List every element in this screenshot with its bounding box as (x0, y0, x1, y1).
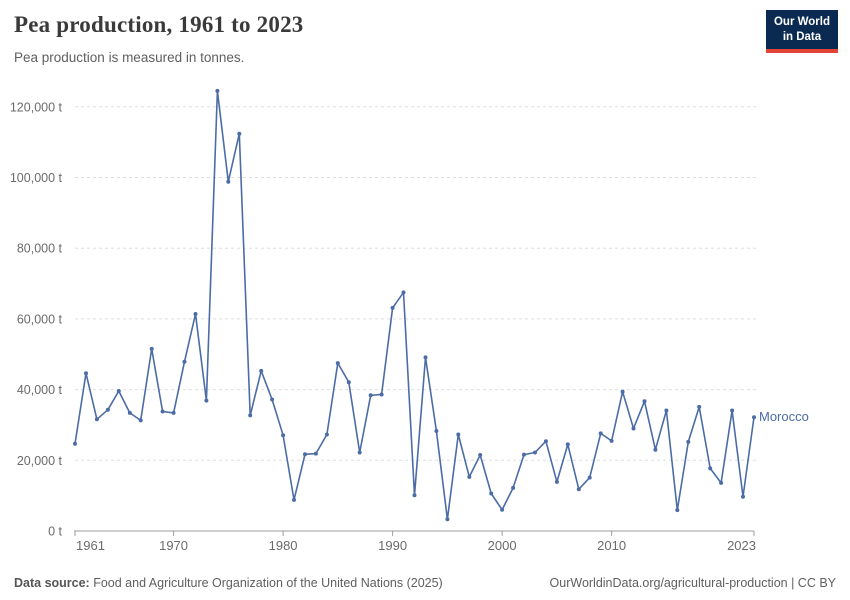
owid-url-link[interactable]: OurWorldinData.org/agricultural-producti… (549, 576, 836, 590)
data-source: Data source: Food and Agriculture Organi… (14, 576, 443, 590)
x-axis-tick-label: 1961 (76, 538, 105, 553)
data-point (631, 426, 636, 431)
data-point (73, 441, 77, 446)
data-point (478, 453, 483, 457)
data-point (313, 451, 318, 456)
data-point (292, 497, 296, 502)
data-point (730, 408, 735, 413)
x-axis-tick-label: 2000 (488, 538, 517, 553)
data-point (467, 474, 472, 479)
data-point (642, 399, 647, 404)
data-point (598, 431, 603, 436)
owid-logo[interactable]: Our World in Data (765, 10, 838, 53)
data-point (609, 438, 614, 443)
data-point (565, 442, 570, 447)
data-point (587, 475, 592, 480)
chart-footer: Data source: Food and Agriculture Organi… (14, 576, 836, 590)
data-point (281, 433, 286, 438)
data-point (127, 410, 132, 415)
data-point (215, 88, 220, 93)
data-point (500, 507, 505, 512)
data-point (653, 447, 658, 452)
data-point (204, 398, 209, 403)
data-point (401, 290, 406, 295)
data-point (390, 305, 395, 310)
page-title: Pea production, 1961 to 2023 (14, 12, 304, 37)
series-label-morocco[interactable]: Morocco (759, 409, 809, 424)
data-point (303, 452, 307, 457)
chart-subtitle: Pea production is measured in tonnes. (14, 50, 245, 65)
data-point (160, 409, 165, 414)
data-point (522, 452, 526, 457)
y-axis-tick-label: 60,000 t (17, 312, 63, 326)
data-point (752, 415, 756, 420)
data-point (226, 179, 231, 184)
owid-logo-line1: Our World (773, 16, 830, 28)
data-point (543, 439, 548, 444)
data-point (434, 429, 439, 433)
data-point (346, 380, 351, 385)
data-point (335, 361, 340, 366)
x-axis-tick-label: 2010 (597, 538, 626, 553)
data-point (94, 417, 99, 422)
data-point (697, 404, 702, 409)
data-point (576, 487, 581, 492)
y-axis-tick-label: 40,000 t (17, 383, 63, 397)
data-point (193, 312, 198, 316)
data-point (324, 432, 329, 437)
data-point (149, 346, 154, 351)
y-axis-tick-label: 100,000 t (10, 171, 63, 185)
data-source-label: Data source: (14, 576, 90, 590)
x-axis-tick-label: 1990 (378, 538, 407, 553)
data-point (237, 131, 242, 136)
data-point (554, 479, 559, 484)
data-point (138, 418, 143, 423)
owid-logo-line2: in Data (782, 30, 822, 43)
data-point (270, 397, 275, 402)
x-axis-tick-label: 2023 (727, 538, 756, 553)
data-point (423, 355, 428, 360)
y-axis-tick-label: 80,000 t (17, 242, 63, 256)
data-point (708, 466, 713, 471)
data-point (719, 480, 724, 485)
y-axis-tick-label: 0 t (48, 525, 62, 539)
data-point (248, 413, 253, 418)
data-point (620, 389, 625, 394)
data-point (116, 389, 121, 393)
data-point (259, 368, 264, 373)
data-point (379, 392, 384, 397)
x-axis-tick-label: 1980 (269, 538, 298, 553)
data-point (412, 493, 417, 498)
data-point (445, 517, 450, 522)
data-point (664, 408, 669, 413)
data-point (357, 450, 362, 455)
data-point (675, 508, 680, 513)
data-point (171, 410, 176, 415)
data-point (368, 393, 373, 398)
series-line-morocco (74, 90, 755, 521)
data-point (511, 485, 516, 490)
data-point (456, 432, 461, 437)
data-source-text: Food and Agriculture Organization of the… (89, 576, 443, 590)
data-point (686, 439, 691, 444)
data-point (105, 407, 110, 412)
y-axis-tick-label: 20,000 t (17, 454, 63, 468)
data-point (489, 491, 494, 496)
data-point (182, 359, 187, 364)
y-axis-tick-label: 120,000 t (10, 100, 63, 114)
data-point (741, 494, 745, 499)
data-point (533, 450, 537, 455)
x-axis-tick-label: 1970 (159, 538, 188, 553)
data-point (84, 371, 88, 376)
